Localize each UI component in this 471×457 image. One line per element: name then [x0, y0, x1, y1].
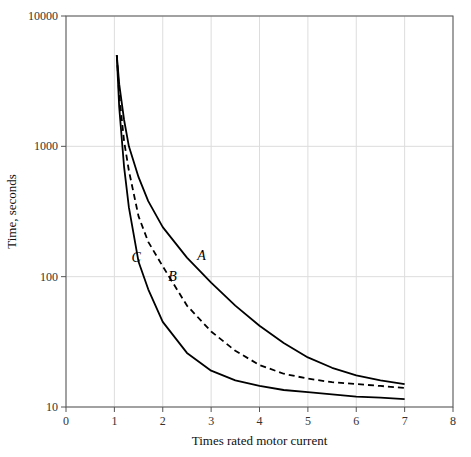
- annotation: A: [196, 248, 206, 263]
- x-grid-line: [259, 16, 260, 407]
- x-tick: [66, 407, 67, 412]
- series-line: [117, 55, 405, 388]
- y-grid-line: [66, 276, 453, 277]
- y-tick-label: 10: [46, 400, 58, 414]
- y-tick-label: 10000: [28, 9, 58, 23]
- x-tick-label: 6: [353, 414, 359, 428]
- background: [0, 0, 471, 457]
- x-tick: [404, 407, 405, 412]
- axes: 0 1 2 3 4 5 6 7 8 10 100 1000 10000: [28, 9, 456, 428]
- x-tick-label: 5: [305, 414, 311, 428]
- grid: [66, 16, 453, 407]
- series-line: [117, 55, 405, 384]
- y-tick: [61, 16, 66, 17]
- plot-frame: [66, 16, 453, 407]
- x-axis-label: Times rated motor current: [192, 433, 328, 448]
- x-tick-label: 3: [208, 414, 214, 428]
- x-tick-label: 2: [160, 414, 166, 428]
- x-grid-line: [356, 16, 357, 407]
- x-tick: [453, 407, 454, 412]
- y-axis-label: Time, seconds: [4, 174, 19, 249]
- x-grid-line: [162, 16, 163, 407]
- x-grid-line: [114, 16, 115, 407]
- x-tick: [356, 407, 357, 412]
- x-tick: [307, 407, 308, 412]
- x-grid-line: [404, 16, 405, 407]
- y-tick: [61, 276, 66, 277]
- annotations: A B C: [131, 248, 206, 284]
- y-tick: [61, 146, 66, 147]
- y-tick-label: 1000: [34, 139, 58, 153]
- annotation: B: [168, 269, 177, 284]
- x-tick: [259, 407, 260, 412]
- x-tick-label: 4: [257, 414, 263, 428]
- x-grid-line: [307, 16, 308, 407]
- y-tick-label: 100: [40, 270, 58, 284]
- x-tick-label: 8: [450, 414, 456, 428]
- chart: 0 1 2 3 4 5 6 7 8 10 100 1000 10000 Times rated motor…: [0, 0, 471, 457]
- annotation: C: [131, 250, 141, 265]
- x-tick: [211, 407, 212, 412]
- x-tick-label: 0: [63, 414, 69, 428]
- x-grid-line: [211, 16, 212, 407]
- x-tick: [162, 407, 163, 412]
- x-tick: [114, 407, 115, 412]
- y-tick: [61, 407, 66, 408]
- x-tick-label: 1: [111, 414, 117, 428]
- series-group: [117, 55, 405, 399]
- series-line: [117, 55, 405, 399]
- x-tick-label: 7: [402, 414, 408, 428]
